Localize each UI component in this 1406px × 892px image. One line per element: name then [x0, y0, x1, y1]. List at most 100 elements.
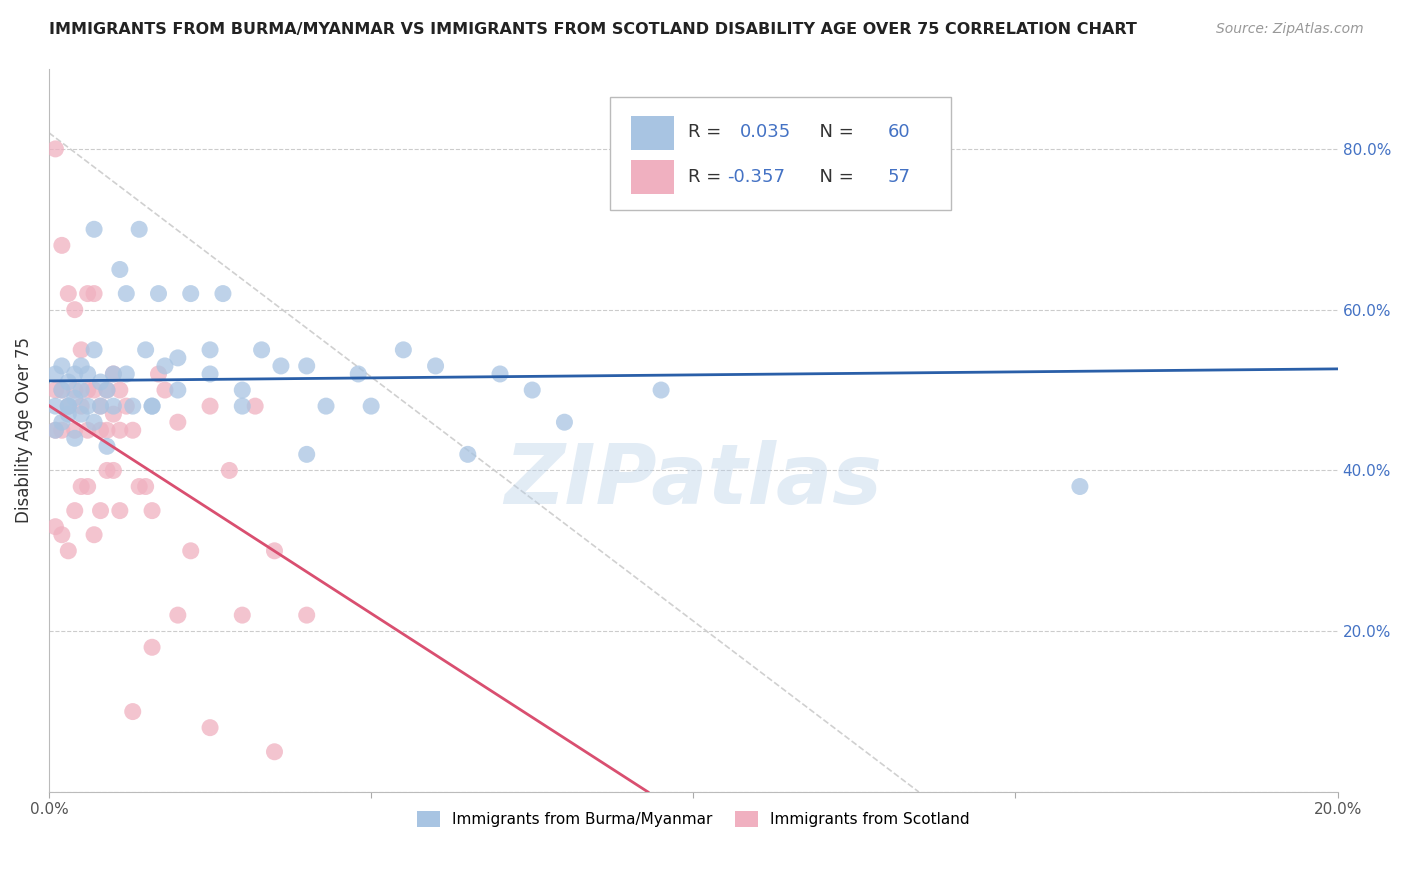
Bar — [631, 161, 673, 194]
Point — [121, 423, 143, 437]
Point — [103, 463, 125, 477]
Point — [212, 286, 235, 301]
Point — [76, 367, 98, 381]
Point — [180, 544, 202, 558]
Point — [457, 447, 479, 461]
Point — [141, 640, 163, 655]
Point — [58, 375, 80, 389]
Point — [270, 359, 292, 373]
Point — [44, 423, 66, 437]
Point — [141, 399, 163, 413]
Point — [141, 399, 163, 413]
Point — [51, 383, 73, 397]
Point — [44, 383, 66, 397]
Legend: Immigrants from Burma/Myanmar, Immigrants from Scotland: Immigrants from Burma/Myanmar, Immigrant… — [409, 804, 977, 835]
Point — [63, 367, 86, 381]
Point — [198, 343, 221, 357]
Point — [70, 479, 93, 493]
Point — [166, 383, 188, 397]
Point — [89, 503, 111, 517]
Point — [128, 222, 150, 236]
Point — [44, 423, 66, 437]
Point — [425, 359, 447, 373]
Point — [51, 527, 73, 541]
FancyBboxPatch shape — [610, 97, 950, 210]
Point — [58, 544, 80, 558]
Text: IMMIGRANTS FROM BURMA/MYANMAR VS IMMIGRANTS FROM SCOTLAND DISABILITY AGE OVER 75: IMMIGRANTS FROM BURMA/MYANMAR VS IMMIGRA… — [49, 22, 1137, 37]
Point — [76, 399, 98, 413]
Point — [295, 359, 318, 373]
Point — [108, 262, 131, 277]
Point — [166, 608, 188, 623]
Point — [250, 343, 273, 357]
Point — [63, 391, 86, 405]
Point — [489, 367, 512, 381]
Point — [58, 399, 80, 413]
Text: N =: N = — [808, 168, 859, 186]
Point — [58, 399, 80, 413]
Text: N =: N = — [808, 123, 859, 141]
Point — [83, 222, 105, 236]
Point — [44, 367, 66, 381]
Point — [115, 367, 138, 381]
Point — [231, 608, 253, 623]
Text: 0.035: 0.035 — [740, 123, 792, 141]
Point — [1069, 479, 1091, 493]
Point — [650, 383, 672, 397]
Point — [243, 399, 266, 413]
Point — [198, 367, 221, 381]
Point — [128, 479, 150, 493]
Point — [141, 503, 163, 517]
Point — [231, 399, 253, 413]
Point — [231, 383, 253, 397]
Point — [70, 399, 93, 413]
Point — [263, 544, 285, 558]
Point — [44, 399, 66, 413]
Point — [295, 447, 318, 461]
Point — [89, 399, 111, 413]
Point — [121, 705, 143, 719]
Point — [148, 367, 170, 381]
Point — [83, 527, 105, 541]
Point — [103, 367, 125, 381]
Text: 57: 57 — [889, 168, 911, 186]
Point — [263, 745, 285, 759]
Point — [198, 721, 221, 735]
Point — [83, 383, 105, 397]
Point — [51, 415, 73, 429]
Text: R =: R = — [688, 168, 727, 186]
Point — [51, 423, 73, 437]
Text: -0.357: -0.357 — [727, 168, 785, 186]
Point — [153, 359, 176, 373]
Point — [315, 399, 337, 413]
Point — [63, 423, 86, 437]
Point — [108, 383, 131, 397]
Point — [76, 383, 98, 397]
Point — [83, 286, 105, 301]
Point — [96, 439, 118, 453]
Point — [76, 479, 98, 493]
Point — [96, 383, 118, 397]
Point — [96, 423, 118, 437]
Point — [96, 463, 118, 477]
Point — [76, 423, 98, 437]
Point — [51, 238, 73, 252]
Point — [135, 343, 157, 357]
Point — [108, 503, 131, 517]
Point — [83, 343, 105, 357]
Point — [51, 359, 73, 373]
Point — [218, 463, 240, 477]
Point — [63, 503, 86, 517]
Point — [44, 142, 66, 156]
Point — [103, 407, 125, 421]
Point — [76, 286, 98, 301]
Point — [121, 399, 143, 413]
Point — [347, 367, 370, 381]
Text: ZIPatlas: ZIPatlas — [505, 441, 882, 522]
Point — [51, 383, 73, 397]
Point — [58, 286, 80, 301]
Point — [103, 367, 125, 381]
Point — [148, 286, 170, 301]
Point — [108, 423, 131, 437]
Point — [89, 423, 111, 437]
